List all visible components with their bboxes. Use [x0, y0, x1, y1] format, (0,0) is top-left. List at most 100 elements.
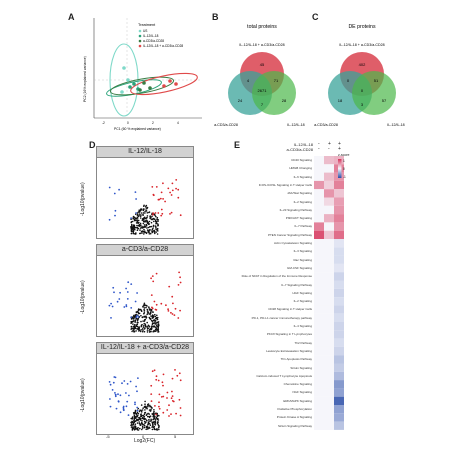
volcano-point-ns	[138, 210, 141, 213]
volcano-point-ns	[156, 318, 158, 320]
volcano-point-ns	[143, 225, 145, 228]
volcano-point-ns	[147, 415, 149, 418]
volcano-point-down	[111, 389, 114, 391]
volcano-point-ns	[147, 230, 149, 232]
venn-de-value: 0	[347, 78, 350, 83]
heatmap-cell	[314, 396, 324, 405]
volcano-point-ns	[157, 223, 159, 225]
heatmap-pathway-label: ERK/MAPK Signaling	[283, 398, 312, 403]
heatmap-pathway-label: PI3K/AKT Signaling	[285, 216, 312, 221]
volcano-point-ns	[135, 311, 138, 314]
volcano-point-up	[179, 214, 182, 217]
heatmap-cell	[314, 214, 324, 223]
heatmap-cell	[324, 239, 334, 248]
venn-total-value: 28	[282, 98, 287, 103]
volcano-point-up	[155, 303, 158, 306]
volcano-point-up	[152, 212, 154, 215]
volcano-point-ns	[154, 232, 156, 235]
volcano-point-ns	[137, 321, 139, 324]
venn-de-value: 18	[338, 98, 343, 103]
volcano-point-ns	[151, 215, 153, 218]
volcano-point-ns	[142, 217, 145, 220]
volcano-point-ns	[149, 312, 152, 315]
volcano-point-up	[170, 311, 172, 314]
volcano-point-up	[171, 377, 174, 380]
volcano-point-ns	[132, 320, 134, 323]
volcano-point-ns	[151, 322, 154, 324]
pca-point	[148, 86, 152, 90]
volcano-point-ns	[158, 428, 160, 431]
volcano-point-ns	[149, 311, 152, 314]
volcano-point-ns	[131, 220, 134, 223]
volcano-point-ns	[152, 423, 154, 426]
heatmap-cell	[314, 230, 324, 239]
volcano-point-ns	[146, 220, 149, 222]
volcano-point-ns	[151, 228, 154, 231]
heatmap-cell	[324, 280, 334, 289]
pca-ellipse-combo	[130, 72, 198, 96]
volcano-point-ns	[137, 215, 140, 218]
venn-de-value: 402	[359, 62, 366, 67]
volcano-point-up	[167, 187, 170, 190]
heatmap-cell	[334, 405, 344, 414]
volcano-point-up	[157, 379, 160, 382]
volcano-x-label: Log2(FC)	[134, 438, 156, 444]
heatmap-cell	[324, 305, 334, 314]
volcano-point-ns	[136, 415, 139, 418]
volcano-point-ns	[157, 421, 159, 423]
heatmap-cell	[334, 239, 344, 248]
volcano-point-ns	[134, 319, 137, 321]
volcano-point-down	[125, 405, 128, 408]
volcano-point-ns	[132, 230, 135, 233]
volcano-point-ns	[138, 421, 140, 423]
volcano-point-up	[174, 369, 176, 371]
volcano-point-ns	[132, 329, 134, 331]
volcano-point-ns	[142, 212, 145, 214]
volcano-point-ns	[153, 322, 155, 325]
heatmap-cell	[324, 396, 334, 405]
pca-plot: Treatment US IL-12/IL-18 a-CD3/a-CD28 IL…	[83, 18, 202, 131]
volcano-point-up	[155, 375, 158, 378]
volcano-point-ns	[157, 224, 159, 227]
volcano-point-ns	[143, 233, 145, 235]
pca-legend-item: a-CD3/a-CD28	[143, 39, 164, 43]
volcano-points-2	[108, 271, 182, 333]
volcano-plot-2	[96, 255, 194, 337]
heatmap-sign: -	[318, 141, 320, 147]
volcano-point-ns	[136, 217, 139, 219]
volcano-point-ns	[138, 422, 141, 425]
heatmap-cell	[324, 421, 334, 430]
heatmap-legend-bar: 1 0 -1	[338, 159, 346, 179]
volcano-point-down	[126, 400, 129, 403]
volcano-point-ns	[154, 321, 156, 323]
volcano-point-ns	[154, 415, 156, 418]
volcano-point-up	[171, 395, 174, 397]
volcano-point-ns	[140, 314, 142, 317]
volcano-point-down	[126, 298, 129, 300]
volcano-point-down	[113, 291, 115, 294]
volcano-point-ns	[136, 418, 138, 421]
volcano-point-ns	[151, 323, 154, 325]
volcano-point-ns	[131, 225, 133, 227]
volcano-point-ns	[143, 418, 145, 421]
volcano-point-ns	[130, 426, 133, 428]
volcano-point-down	[137, 377, 139, 379]
venn-de-right-label: IL-12/IL-18	[387, 123, 404, 127]
volcano-y-label: -Log10(pvalue)	[80, 182, 86, 216]
volcano-point-up	[151, 186, 154, 188]
venn-total-value: 24	[238, 98, 243, 103]
volcano-point-up	[164, 200, 166, 203]
heatmap-cell	[314, 388, 324, 397]
volcano-point-ns	[131, 418, 133, 420]
heatmap-cell	[314, 363, 324, 372]
heatmap-pathway-label: Rac Signaling	[293, 257, 312, 262]
volcano-point-ns	[146, 325, 148, 328]
volcano-point-ns	[141, 425, 144, 428]
volcano-point-ns	[132, 317, 135, 319]
volcano-point-ns	[143, 426, 146, 429]
venn-de-left-label: a-CD3/a-CD28	[314, 123, 338, 127]
volcano-point-ns	[147, 311, 150, 313]
heatmap-sign: -	[328, 146, 330, 152]
volcano-point-down	[110, 317, 112, 319]
volcano-point-up	[179, 309, 181, 312]
